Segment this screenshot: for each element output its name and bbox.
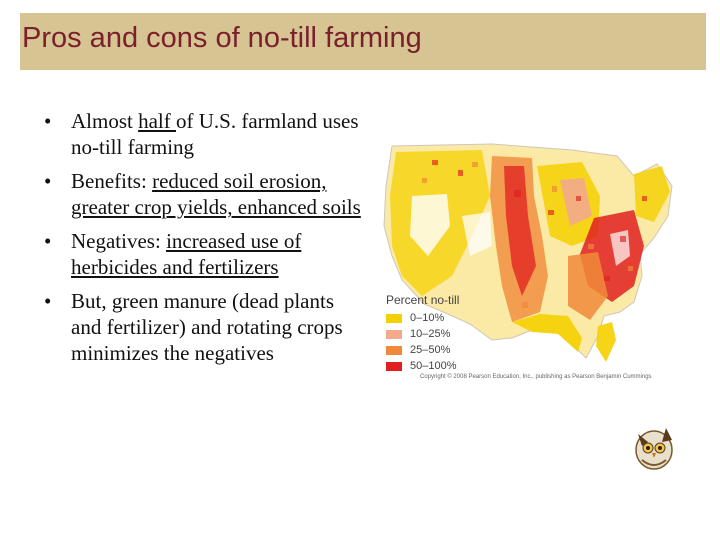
copyright-text: Copyright © 2008 Pearson Education, Inc.… <box>420 374 652 380</box>
legend-item-4: 50–100% <box>386 360 457 372</box>
legend-swatch <box>386 361 402 371</box>
bullet-1-pre: Almost <box>71 109 139 133</box>
owl-mascot-icon <box>635 428 673 470</box>
bullet-1-underlined: half <box>138 109 176 133</box>
legend-label: 10–25% <box>410 328 451 340</box>
mountain-white-patches <box>462 212 492 256</box>
southeast-orange <box>568 252 608 320</box>
plains-red <box>504 166 536 296</box>
legend-title: Percent no-till <box>386 293 460 307</box>
legend-label: 0–10% <box>410 312 445 324</box>
county-speckles-orange <box>422 162 633 308</box>
bullet-item-1: • Almost half of U.S. farmland uses no-t… <box>44 108 364 160</box>
bullet-marker: • <box>44 229 52 253</box>
bullet-4-text: But, green manure (dead plants and ferti… <box>71 289 343 365</box>
bullet-marker: • <box>44 109 52 133</box>
bullet-item-3: • Negatives: increased use of herbicides… <box>44 228 364 280</box>
legend-item-1: 0–10% <box>386 312 444 324</box>
bullet-1-post: of U.S. farmland uses no-till farming <box>71 109 359 159</box>
title-bar <box>20 13 706 70</box>
bullet-item-4: • But, green manure (dead plants and fer… <box>44 288 364 366</box>
bullet-3-pre: Negatives: <box>71 229 167 253</box>
midwest-orange <box>560 178 592 226</box>
bullet-3-underlined: increased use of herbicides and fertiliz… <box>71 229 302 279</box>
legend-swatch <box>386 345 402 355</box>
legend-swatch <box>386 329 402 339</box>
western-white-patches <box>410 194 450 256</box>
bullet-marker: • <box>44 289 52 313</box>
south-region <box>512 314 582 352</box>
bullet-marker: • <box>44 169 52 193</box>
bullet-2-pre: Benefits: <box>71 169 153 193</box>
us-no-till-map <box>383 143 673 362</box>
bullet-2-underlined: reduced soil erosion, greater crop yield… <box>71 169 361 219</box>
slide-title: Pros and cons of no-till farming <box>22 22 422 54</box>
county-speckles <box>432 160 647 281</box>
bullet-list: • Almost half of U.S. farmland uses no-t… <box>44 108 364 374</box>
legend-label: 50–100% <box>410 360 457 372</box>
florida <box>596 322 616 362</box>
legend-label: 25–50% <box>410 344 451 356</box>
bullet-item-2: • Benefits: reduced soil erosion, greate… <box>44 168 364 220</box>
northeast-region <box>634 166 670 222</box>
legend-item-2: 10–25% <box>386 328 450 340</box>
legend-item-3: 25–50% <box>386 344 450 356</box>
legend-swatch <box>386 313 402 323</box>
